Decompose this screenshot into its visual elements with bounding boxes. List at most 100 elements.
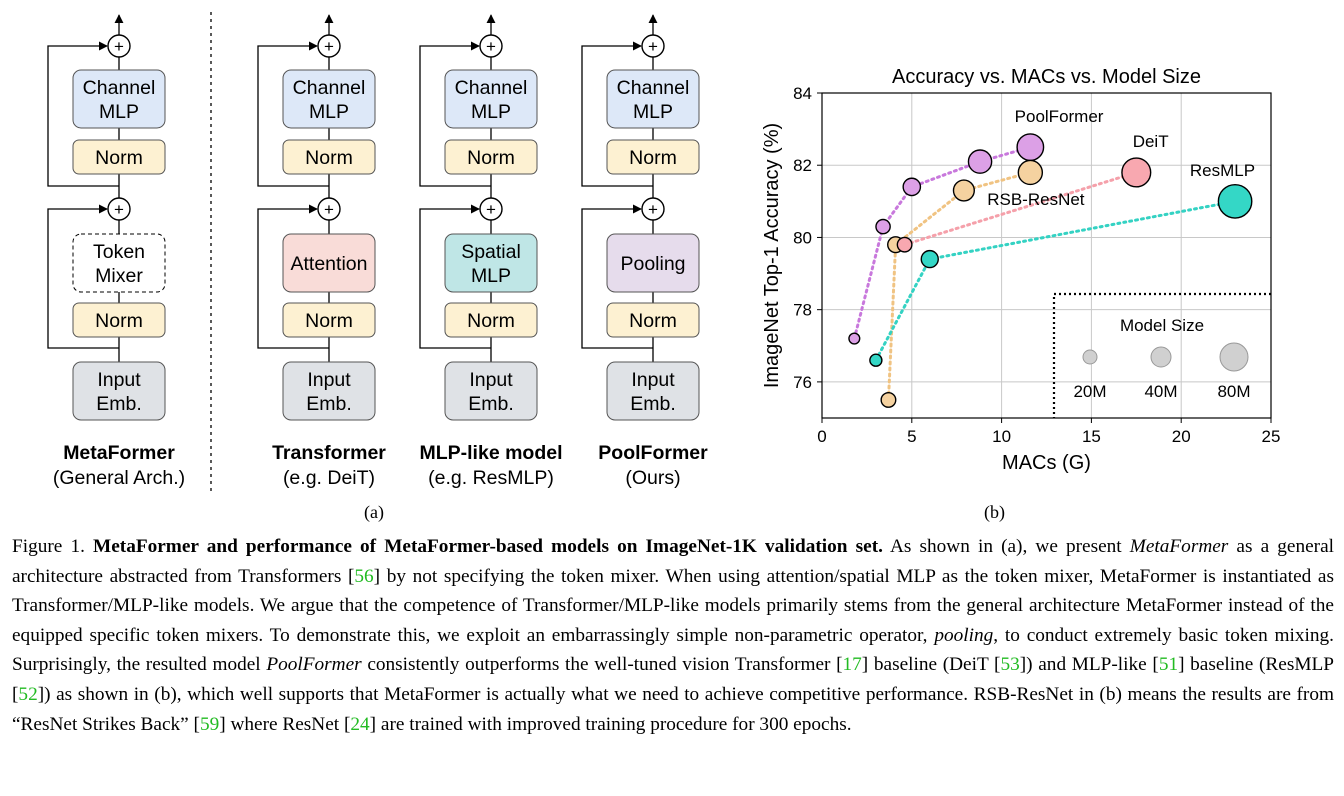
citation-link[interactable]: 51 <box>1158 654 1179 676</box>
data-point <box>952 179 975 202</box>
x-tick-label: 10 <box>992 427 1011 446</box>
norm-label: Norm <box>95 147 143 169</box>
token-mixer-block <box>282 233 376 293</box>
channel-mlp-block <box>282 69 376 129</box>
token-mixer-label: Pooling <box>620 253 685 275</box>
series-label: RSB-ResNet <box>987 190 1085 209</box>
caption-text: ] baseline (ResMLP [ <box>12 654 1334 705</box>
channel-mlp-block <box>72 69 166 129</box>
residual-connection <box>419 204 491 349</box>
caption-figure-number: Figure 1. <box>12 536 85 557</box>
column-title: Transformer <box>272 442 386 464</box>
caption-italic: MetaFormer <box>1129 536 1229 557</box>
caption-bold-title: MetaFormer and performance of MetaFormer… <box>93 536 883 557</box>
column-subtitle: (Ours) <box>625 467 680 489</box>
add-symbol: + <box>114 37 124 56</box>
citation-link[interactable]: 59 <box>199 713 220 735</box>
channel-mlp-block <box>444 69 538 129</box>
add-node <box>641 34 665 58</box>
add-symbol: + <box>114 200 124 219</box>
norm-block <box>444 302 538 338</box>
column-title: MLP-like model <box>419 442 562 464</box>
channel-mlp-label: MLP <box>471 101 511 123</box>
token-mixer-label: MLP <box>471 265 511 287</box>
citation-link[interactable]: 17 <box>842 654 862 676</box>
caption-text: ] are trained with improved training pro… <box>369 713 852 735</box>
norm-label: Norm <box>305 147 353 169</box>
input-emb-block <box>606 361 700 421</box>
channel-mlp-label: MLP <box>633 101 673 123</box>
channel-mlp-label: Channel <box>617 77 690 99</box>
input-emb-label: Input <box>97 369 141 391</box>
input-emb-label: Input <box>307 369 351 391</box>
norm-block <box>72 302 166 338</box>
caption-text: ] by not specifying the token mixer. Whe… <box>12 565 1334 646</box>
column-title: PoolFormer <box>598 442 708 464</box>
norm-label: Norm <box>467 310 515 332</box>
residual-connection <box>581 41 653 187</box>
x-tick-label: 0 <box>817 427 826 446</box>
accuracy-chart: 0 5 10 15 20 25 76 78 80 82 84 Accuracy vs. MACs vs… <box>761 66 1280 474</box>
channel-mlp-label: Channel <box>83 77 156 99</box>
citation-link[interactable]: 53 <box>1000 654 1020 676</box>
citation-link[interactable]: 52 <box>18 683 38 705</box>
norm-block <box>606 139 700 175</box>
citation-link[interactable]: 56 <box>354 565 374 587</box>
channel-mlp-label: Channel <box>455 77 528 99</box>
add-node <box>317 34 341 58</box>
chart-title: Accuracy vs. MACs vs. Model Size <box>892 66 1201 88</box>
y-tick-label: 80 <box>793 228 812 247</box>
x-tick-label: 20 <box>1172 427 1191 446</box>
add-symbol: + <box>324 37 334 56</box>
size-legend-label: 40M <box>1144 382 1177 401</box>
size-legend-title: Model Size <box>1120 316 1204 335</box>
token-mixer-label: Spatial <box>461 241 521 263</box>
norm-block <box>444 139 538 175</box>
residual-connection <box>581 204 653 349</box>
arch-column-mlp: ++ChannelMLPNormSpatialMLPNormInputEmb.M… <box>419 14 563 489</box>
norm-label: Norm <box>467 147 515 169</box>
caption-text: ] where ResNet [ <box>219 713 351 735</box>
panel-label-b: (b) <box>984 502 1005 522</box>
token-mixer-label: Attention <box>291 253 368 275</box>
residual-connection <box>47 41 119 187</box>
size-legend-box <box>1052 292 1271 418</box>
input-emb-label: Emb. <box>96 393 142 415</box>
channel-mlp-label: MLP <box>309 101 349 123</box>
input-emb-block <box>282 361 376 421</box>
channel-mlp-label: Channel <box>293 77 366 99</box>
norm-block <box>606 302 700 338</box>
add-node <box>107 34 131 58</box>
input-emb-label: Emb. <box>306 393 352 415</box>
architecture-diagram: ++ChannelMLPNormTokenMixerNormInputEmb.M… <box>47 12 708 492</box>
token-mixer-block <box>444 233 538 293</box>
column-subtitle: (e.g. ResMLP) <box>428 467 554 489</box>
caption-text: as a general architecture abstracted fro… <box>12 536 1334 587</box>
norm-block <box>282 139 376 175</box>
residual-connection <box>257 204 329 349</box>
caption-text: , to conduct extremely basic token mixin… <box>12 624 1334 676</box>
y-tick-label: 76 <box>793 373 812 392</box>
series-label: PoolFormer <box>1015 107 1104 126</box>
norm-label: Norm <box>629 147 677 169</box>
data-point <box>880 391 897 408</box>
norm-label: Norm <box>95 310 143 332</box>
norm-block <box>72 139 166 175</box>
add-node <box>641 197 665 221</box>
column-subtitle: (General Arch.) <box>53 467 185 489</box>
add-node <box>479 197 503 221</box>
size-legend-label: 80M <box>1217 382 1250 401</box>
add-symbol: + <box>648 200 658 219</box>
caption-text: ]) and MLP-like [ <box>1019 654 1159 676</box>
y-tick-label: 78 <box>793 301 812 320</box>
citation-link[interactable]: 24 <box>350 713 370 735</box>
size-legend-marker <box>1150 346 1172 368</box>
plot-frame <box>821 92 1272 419</box>
series-line <box>903 170 1138 247</box>
channel-mlp-label: MLP <box>99 101 139 123</box>
caption-text: consistently outperforms the well-tuned … <box>367 654 843 676</box>
add-node <box>107 197 131 221</box>
caption-text: ] baseline (DeiT [ <box>861 654 1001 676</box>
